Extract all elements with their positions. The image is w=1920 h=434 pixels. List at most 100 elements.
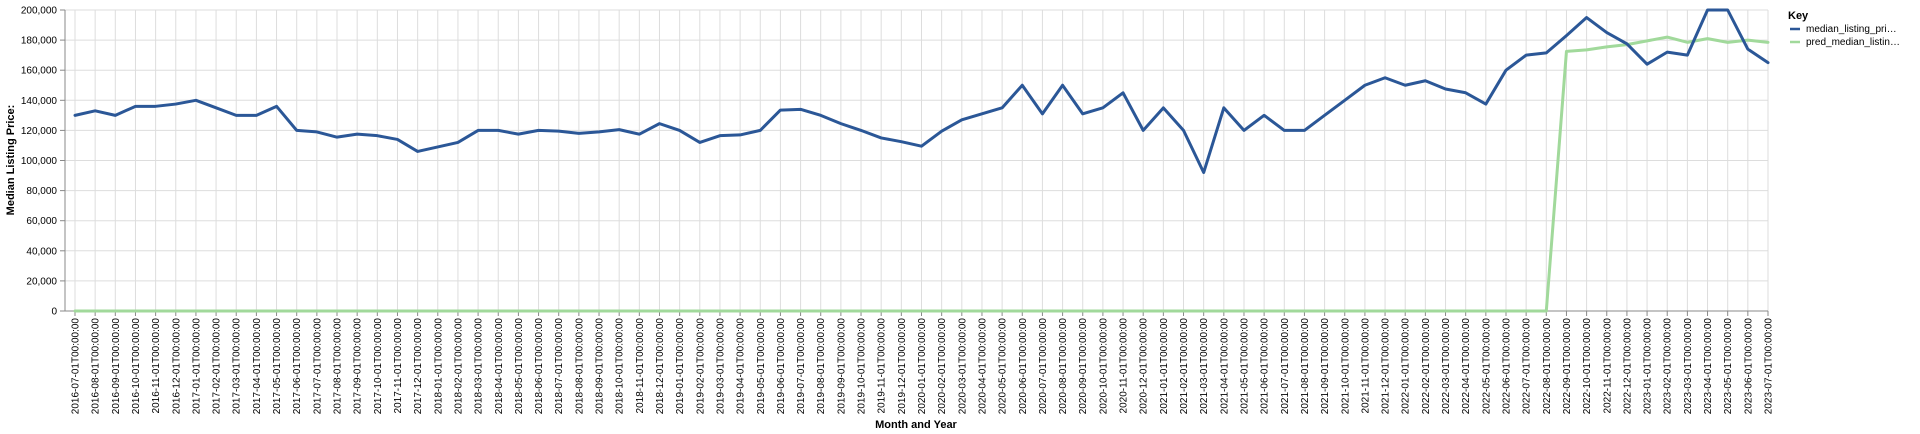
x-tick-label: 2020-01-01T00:00:00 xyxy=(917,318,928,415)
x-tick-label: 2019-04-01T00:00:00 xyxy=(736,318,747,415)
x-tick-label: 2023-02-01T00:00:00 xyxy=(1663,318,1674,415)
x-tick-label: 2022-02-01T00:00:00 xyxy=(1421,318,1432,415)
legend: Key median_listing_pri… pred_median_listi… xyxy=(1788,10,1900,48)
y-tick-label: 20,000 xyxy=(26,276,57,287)
x-tick-label: 2018-02-01T00:00:00 xyxy=(453,318,464,415)
x-tick-label: 2019-06-01T00:00:00 xyxy=(776,318,787,415)
x-tick-label: 2019-07-01T00:00:00 xyxy=(796,318,807,415)
x-tick-label: 2018-07-01T00:00:00 xyxy=(554,318,565,415)
y-tick-label: 100,000 xyxy=(21,156,58,167)
x-tick-label: 2016-09-01T00:00:00 xyxy=(111,318,122,415)
x-tick-label: 2022-03-01T00:00:00 xyxy=(1441,318,1452,415)
y-axis-title: Median Listing Price: xyxy=(5,105,17,216)
x-tick-label: 2023-05-01T00:00:00 xyxy=(1723,318,1734,415)
x-tick-label: 2017-09-01T00:00:00 xyxy=(353,318,364,415)
x-tick-label: 2021-06-01T00:00:00 xyxy=(1260,318,1271,415)
y-tick-label: 80,000 xyxy=(26,186,57,197)
x-tick-label: 2020-09-01T00:00:00 xyxy=(1078,318,1089,415)
x-tick-label: 2022-10-01T00:00:00 xyxy=(1582,318,1593,415)
series-line-median-listing-price xyxy=(73,8,1770,175)
x-tick-label: 2017-01-01T00:00:00 xyxy=(191,318,202,415)
x-tick-label: 2016-12-01T00:00:00 xyxy=(171,318,182,415)
y-axis: 0 20,000 40,000 60,000 80,000 100,000 120,000 1… xyxy=(21,6,66,318)
x-tick-label: 2021-03-01T00:00:00 xyxy=(1199,318,1210,415)
x-tick-label: 2020-05-01T00:00:00 xyxy=(998,318,1009,415)
x-tick-label: 2017-11-01T00:00:00 xyxy=(393,318,404,414)
x-tick-label: 2022-05-01T00:00:00 xyxy=(1481,318,1492,415)
x-tick-label: 2018-08-01T00:00:00 xyxy=(574,318,585,415)
y-tick-label: 140,000 xyxy=(21,96,58,107)
legend-title: Key xyxy=(1788,10,1809,22)
x-tick-label: 2023-04-01T00:00:00 xyxy=(1703,318,1714,415)
x-axis: 2016-07-01T00:00:00 2016-08-01T00:00:00 20… xyxy=(65,310,1775,415)
x-tick-label: 2022-11-01T00:00:00 xyxy=(1602,318,1613,414)
x-tick-label: 2022-07-01T00:00:00 xyxy=(1522,318,1533,415)
x-tick-label: 2018-10-01T00:00:00 xyxy=(615,318,626,415)
y-tick-label: 0 xyxy=(51,307,57,318)
x-tick-label: 2022-09-01T00:00:00 xyxy=(1562,318,1573,415)
x-tick-label: 2021-12-01T00:00:00 xyxy=(1381,318,1392,415)
x-tick-label: 2017-06-01T00:00:00 xyxy=(292,318,303,415)
x-tick-label: 2017-08-01T00:00:00 xyxy=(333,318,344,415)
x-tick-label: 2022-08-01T00:00:00 xyxy=(1542,318,1553,415)
x-tick-label: 2019-10-01T00:00:00 xyxy=(857,318,868,415)
x-tick-label: 2023-03-01T00:00:00 xyxy=(1683,318,1694,415)
y-tick-label: 40,000 xyxy=(26,246,57,257)
x-tick-label: 2022-01-01T00:00:00 xyxy=(1401,318,1412,415)
x-tick-label: 2018-09-01T00:00:00 xyxy=(595,318,606,415)
y-tick-label: 180,000 xyxy=(21,36,58,47)
y-tick-label: 200,000 xyxy=(21,6,58,17)
x-tick-label: 2021-07-01T00:00:00 xyxy=(1280,318,1291,415)
x-tick-label: 2016-10-01T00:00:00 xyxy=(131,318,142,415)
x-tick-label: 2017-05-01T00:00:00 xyxy=(272,318,283,415)
x-tick-label: 2022-12-01T00:00:00 xyxy=(1622,318,1633,415)
x-tick-label: 2017-04-01T00:00:00 xyxy=(252,318,263,415)
legend-label: median_listing_pri… xyxy=(1806,24,1897,35)
x-tick-label: 2020-02-01T00:00:00 xyxy=(937,318,948,415)
x-tick-label: 2018-06-01T00:00:00 xyxy=(534,318,545,415)
x-tick-label: 2021-09-01T00:00:00 xyxy=(1320,318,1331,415)
x-tick-label: 2021-08-01T00:00:00 xyxy=(1300,318,1311,415)
x-tick-label: 2018-05-01T00:00:00 xyxy=(514,318,525,415)
x-tick-label: 2018-12-01T00:00:00 xyxy=(655,318,666,415)
x-tick-label: 2019-09-01T00:00:00 xyxy=(836,318,847,415)
x-tick-label: 2021-04-01T00:00:00 xyxy=(1219,318,1230,415)
x-tick-label: 2021-02-01T00:00:00 xyxy=(1179,318,1190,415)
x-tick-label: 2022-04-01T00:00:00 xyxy=(1461,318,1472,415)
x-tick-label: 2021-05-01T00:00:00 xyxy=(1239,318,1250,415)
y-tick-label: 160,000 xyxy=(21,66,58,77)
x-tick-label: 2020-10-01T00:00:00 xyxy=(1098,318,1109,415)
x-tick-label: 2019-08-01T00:00:00 xyxy=(816,318,827,415)
x-tick-label: 2017-03-01T00:00:00 xyxy=(232,318,243,415)
x-tick-label: 2018-04-01T00:00:00 xyxy=(494,318,505,415)
x-tick-label: 2019-05-01T00:00:00 xyxy=(756,318,767,415)
x-tick-label: 2016-07-01T00:00:00 xyxy=(71,318,82,415)
x-tick-label: 2021-01-01T00:00:00 xyxy=(1159,318,1170,415)
x-tick-label: 2020-04-01T00:00:00 xyxy=(977,318,988,415)
x-tick-label: 2021-10-01T00:00:00 xyxy=(1340,318,1351,415)
x-tick-label: 2017-10-01T00:00:00 xyxy=(373,318,384,415)
y-tick-label: 120,000 xyxy=(21,126,58,137)
x-tick-label: 2023-06-01T00:00:00 xyxy=(1743,318,1754,415)
x-tick-label: 2019-02-01T00:00:00 xyxy=(695,318,706,415)
series-lines xyxy=(73,8,1770,313)
x-tick-label: 2016-08-01T00:00:00 xyxy=(91,318,102,415)
x-tick-label: 2020-06-01T00:00:00 xyxy=(1018,318,1029,415)
x-axis-title: Month and Year xyxy=(875,419,957,431)
x-tick-label: 2018-01-01T00:00:00 xyxy=(433,318,444,415)
x-tick-label: 2021-11-01T00:00:00 xyxy=(1360,318,1371,414)
x-tick-label: 2019-01-01T00:00:00 xyxy=(675,318,686,415)
x-tick-label: 2020-12-01T00:00:00 xyxy=(1139,318,1150,415)
x-tick-label: 2019-12-01T00:00:00 xyxy=(897,318,908,415)
gridlines xyxy=(65,9,1769,312)
x-tick-label: 2020-08-01T00:00:00 xyxy=(1058,318,1069,415)
x-tick-label: 2018-03-01T00:00:00 xyxy=(474,318,485,415)
legend-label: pred_median_listin… xyxy=(1806,37,1900,48)
y-tick-label: 60,000 xyxy=(26,216,57,227)
x-tick-label: 2017-12-01T00:00:00 xyxy=(413,318,424,415)
x-tick-label: 2023-01-01T00:00:00 xyxy=(1643,318,1654,415)
x-tick-label: 2017-02-01T00:00:00 xyxy=(212,318,223,415)
series-line-pred-median-listing xyxy=(73,35,1770,313)
x-tick-label: 2022-06-01T00:00:00 xyxy=(1501,318,1512,415)
